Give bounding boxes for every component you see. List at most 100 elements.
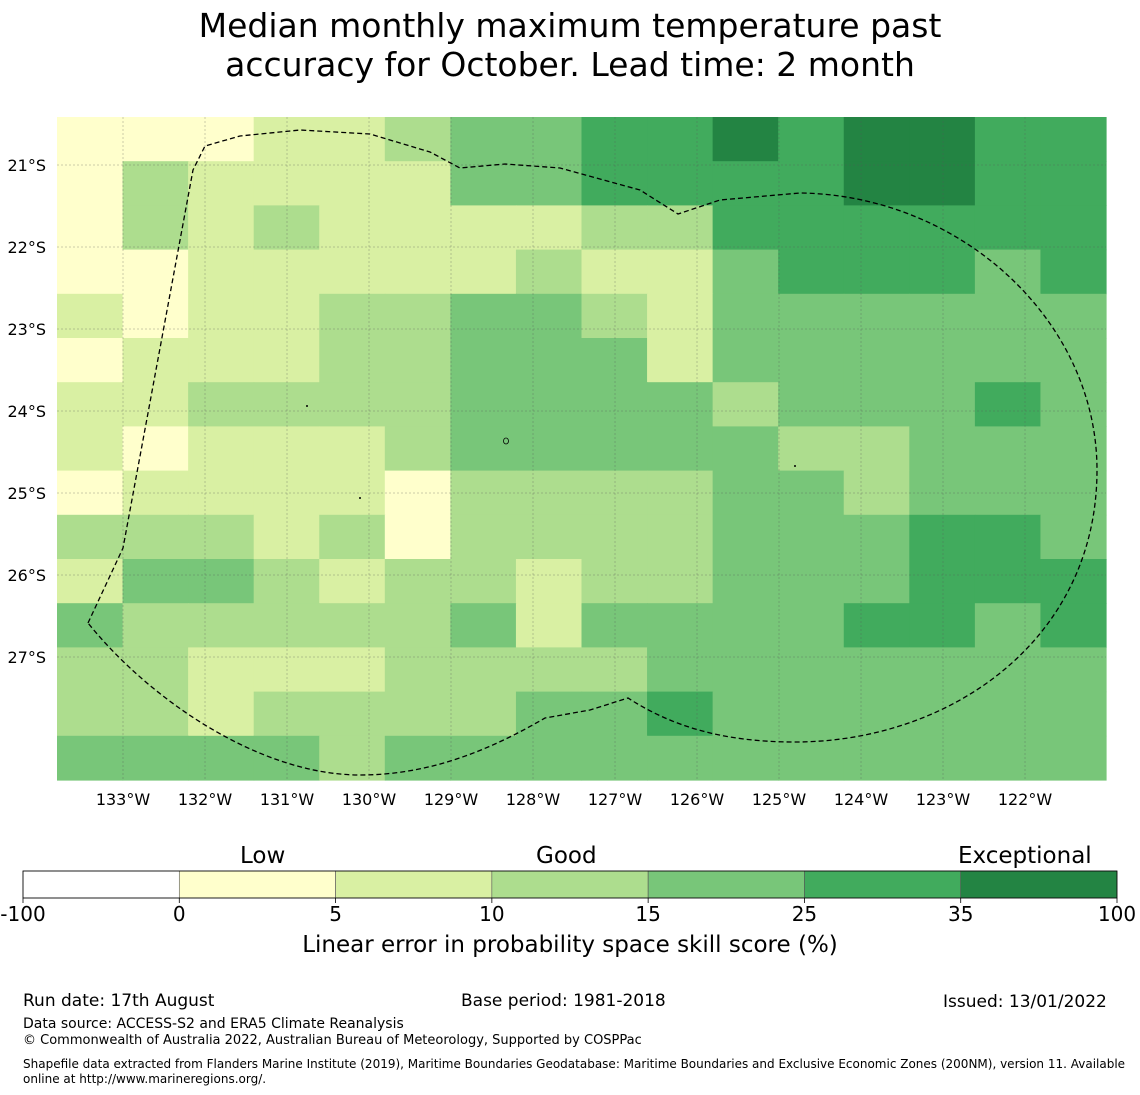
grid-cell: [1040, 249, 1107, 295]
grid-cell: [843, 735, 910, 781]
island-marker: [503, 437, 509, 445]
grid-cell: [581, 117, 648, 162]
colorbar-swatch: [804, 870, 962, 899]
island-marker: [359, 497, 361, 499]
grid-cell: [450, 735, 517, 781]
grid-cell: [57, 117, 124, 162]
grid-cell: [778, 647, 845, 693]
grid-cell: [974, 735, 1042, 781]
grid-cell: [515, 514, 583, 560]
lat-label: 23°S: [7, 320, 46, 339]
grid-cell: [384, 205, 451, 251]
grid-cell: [188, 426, 255, 472]
run-date: Run date: 17th August: [23, 991, 215, 1011]
grid-cell: [450, 691, 517, 737]
grid-cell: [384, 735, 451, 781]
grid-cell: [712, 249, 779, 295]
grid-cell: [581, 691, 648, 737]
grid-cell: [581, 205, 648, 251]
grid-cell: [122, 249, 189, 295]
colorbar-swatch: [22, 870, 180, 899]
grid-cell: [974, 603, 1042, 648]
grid-cell: [450, 338, 517, 383]
grid-cell: [909, 514, 976, 560]
grid-cell: [974, 647, 1042, 693]
grid-cell: [647, 559, 714, 604]
map-title: Median monthly maximum temperature past …: [0, 6, 1140, 84]
grid-cell: [122, 161, 189, 206]
grid-cell: [647, 161, 714, 206]
grid-cell: [384, 426, 451, 472]
grid-cell: [974, 470, 1042, 516]
grid-cell: [188, 647, 255, 693]
grid-cell: [647, 735, 714, 781]
grid-cell: [122, 647, 189, 693]
grid-cell: [647, 603, 714, 648]
grid-cell: [647, 117, 714, 162]
grid-cell: [843, 691, 910, 737]
grid-cell: [253, 382, 320, 427]
grid-cell: [384, 338, 451, 383]
grid-cell: [515, 735, 583, 781]
grid-cell: [647, 205, 714, 251]
grid-cell: [647, 338, 714, 383]
grid-cell: [122, 735, 189, 781]
grid-cell: [122, 691, 189, 737]
grid-cell: [712, 117, 779, 162]
grid-cell: [450, 161, 517, 206]
grid-cell: [778, 117, 845, 162]
grid-cell: [778, 691, 845, 737]
lon-label: 132°W: [178, 790, 233, 809]
grid-cell: [778, 293, 845, 339]
grid-cell: [843, 117, 910, 162]
grid-cell: [188, 249, 255, 295]
grid-cell: [909, 117, 976, 162]
grid-cell: [319, 205, 386, 251]
grid-cell: [57, 161, 124, 206]
grid-cell: [581, 603, 648, 648]
grid-cell: [581, 293, 648, 339]
grid-cell: [122, 117, 189, 162]
colorbar-ticks: -100 0 5 10 15 25 35 100: [0, 898, 1136, 926]
grid-cell: [909, 691, 976, 737]
grid-cell: [581, 735, 648, 781]
grid-cell: [647, 249, 714, 295]
colorbar-swatch: [491, 870, 649, 899]
grid-cell: [843, 603, 910, 648]
grid-cell: [57, 382, 124, 427]
lat-label: 26°S: [7, 566, 46, 585]
category-good: Good: [536, 843, 597, 869]
latitude-labels: 21°S 22°S 23°S 24°S 25°S 26°S 27°S: [7, 156, 46, 667]
grid-cell: [319, 603, 386, 648]
grid-cell: [647, 293, 714, 339]
grid-cell: [778, 514, 845, 560]
grid-cell: [253, 249, 320, 295]
map-grid-cells: [57, 117, 1107, 781]
grid-cell: [450, 647, 517, 693]
colorbar-tick-label: 100: [1098, 902, 1136, 926]
grid-cell: [188, 338, 255, 383]
colorbar-tick-label: 15: [635, 902, 660, 926]
grid-cell: [778, 205, 845, 251]
grid-cell: [57, 647, 124, 693]
lat-label: 24°S: [7, 402, 46, 421]
grid-cell: [843, 426, 910, 472]
lat-label: 22°S: [7, 238, 46, 257]
grid-cell: [319, 735, 386, 781]
grid-cell: [778, 382, 845, 427]
grid-cell: [253, 293, 320, 339]
grid-cell: [1040, 293, 1107, 339]
grid-cell: [57, 514, 124, 560]
grid-cell: [581, 514, 648, 560]
grid-cell: [515, 559, 583, 604]
grid-cell: [122, 426, 189, 472]
grid-cell: [450, 559, 517, 604]
grid-cell: [974, 161, 1042, 206]
grid-cell: [712, 205, 779, 251]
grid-cell: [843, 293, 910, 339]
grid-cell: [188, 205, 255, 251]
lon-label: 123°W: [916, 790, 971, 809]
lat-label: 21°S: [7, 156, 46, 175]
grid-cell: [515, 382, 583, 427]
grid-cell: [1040, 161, 1107, 206]
